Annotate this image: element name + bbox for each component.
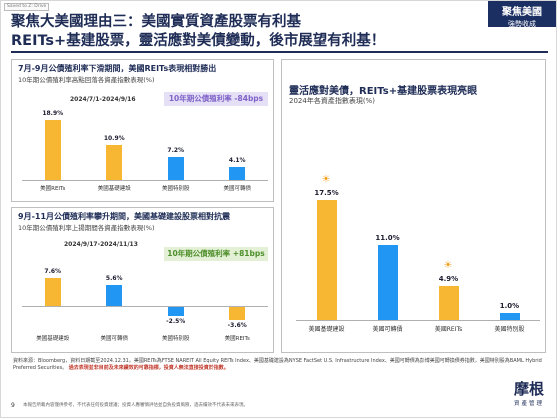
logo-mark: 摩根 — [513, 380, 544, 398]
title-divider — [11, 51, 548, 53]
chart-bar — [229, 307, 246, 321]
panel-title: 靈活應對美債，REITs+基建股票表現亮眼 — [289, 86, 478, 97]
page-title-line2: REITs+基建股票，靈活應對美債變動，後市展望有利基！ — [11, 33, 386, 49]
category-label: 美國REITs — [434, 326, 463, 333]
period-label: 2024/9/17-2024/11/13 — [64, 241, 138, 248]
chart-yield-falling: 18.9% 美國REITs 10.9% 美國基礎建設 7.2% 美國特別股 4.1% 美國可轉… — [12, 60, 275, 203]
chart-axis — [296, 320, 540, 321]
chart-bar — [316, 200, 337, 320]
panel-yield-falling: 7月-9月公債殖利率下滑期間，美國REITs表現相對勝出 10年期公債殖利率高點… — [11, 59, 274, 202]
source-note: 資料來源：Bloomberg，資料日期截至2024.12.31。美國REITs為… — [13, 358, 543, 372]
data-label: 7.6% — [44, 268, 62, 275]
panel-title: 9月-11月公債殖利率攀升期間，美國基礎建設股票相對抗震 — [18, 212, 231, 221]
theme-tag-line1: 聚焦美國 — [502, 7, 542, 18]
panel-subtitle: 10年期公債殖利率上揚期間各資產指數表現(%) — [18, 224, 155, 232]
data-label: 4.9% — [438, 275, 459, 284]
chart-bar — [167, 307, 184, 317]
chart-bar — [44, 278, 61, 306]
category-label: 美國特別股 — [161, 336, 190, 342]
category-label: 美國REITs — [40, 186, 66, 192]
chart-bar — [229, 166, 246, 180]
data-label: 10.9% — [103, 135, 125, 143]
panel-subtitle: 2024年各資產指數表現(%) — [289, 97, 375, 105]
category-label: 美國基礎建設 — [308, 326, 345, 333]
company-logo: 摩根 資產管理 — [514, 378, 544, 407]
category-label: 美國基礎建設 — [36, 336, 70, 342]
logo-subtitle: 資產管理 — [513, 401, 544, 407]
data-label: 5.6% — [105, 275, 123, 283]
category-label: 美國可轉債 — [223, 186, 251, 192]
chart-yield-rising: 7.6% 美國基礎建設 5.6% 美國可轉債 -2.5% 美國特別股 -3.6% 美國REIT… — [12, 208, 275, 354]
category-label: 美國可轉債 — [100, 336, 128, 342]
category-label: 美國特別股 — [161, 186, 190, 192]
sun-icon: ☀ — [321, 174, 331, 185]
chart-bar — [167, 157, 184, 180]
page-number: 9 — [11, 402, 15, 409]
disclaimer: 本報告所載內容僅供參考，不代表任何投資建議；投資人應審慎評估並自負投資風險，過去… — [23, 403, 248, 408]
theme-tag-line2: 強勢收成 — [508, 20, 536, 28]
category-label: 美國特別股 — [494, 326, 525, 333]
chart-bar — [106, 285, 123, 306]
saved-to-drive-tag[interactable]: Saved to Z: Drive — [4, 3, 50, 11]
panel-yield-rising: 9月-11月公債殖利率攀升期間，美國基礎建設股票相對抗震 10年期公債殖利率上揚… — [11, 207, 274, 353]
category-label: 美國REITs — [224, 336, 250, 342]
category-label: 美國基礎建設 — [97, 186, 131, 192]
sun-icon: ☀ — [443, 260, 453, 272]
chart-axis — [22, 306, 268, 307]
page-title-line1: 聚焦大美國理由三：美國實質資產股票有利基 — [11, 14, 301, 30]
data-label: 1.0% — [499, 302, 520, 311]
data-label: 18.9% — [42, 110, 64, 117]
chart-bar — [499, 313, 520, 320]
data-label: -2.5% — [166, 318, 186, 326]
period-label: 2024/7/1-2024/9/16 — [70, 96, 136, 103]
chart-bar — [106, 145, 123, 180]
panel-title: 7月-9月公債殖利率下滑期間，美國REITs表現相對勝出 — [18, 64, 217, 73]
theme-tag: 聚焦美國 強勢收成 — [488, 1, 556, 28]
data-label: 4.1% — [228, 156, 246, 164]
data-label: -3.6% — [227, 322, 247, 330]
panel-2024-performance: 靈活應對美債，REITs+基建股票表現亮眼 2024年各資產指數表現(%) 17… — [281, 59, 546, 353]
chart-2024-performance: 17.5% 美國基礎建設 ☀ 11.0% 美國可轉債 4.9% 美國REITs ☀ 1.0% 美國… — [282, 60, 547, 354]
yield-change-badge: 10年期公債殖利率 +81bps — [164, 247, 268, 261]
chart-bar — [377, 244, 398, 320]
category-label: 美國可轉債 — [372, 326, 403, 333]
panel-subtitle: 10年期公債殖利率高點回落各資產指數表現(%) — [18, 76, 155, 84]
chart-axis — [22, 180, 268, 181]
data-label: 7.2% — [167, 147, 185, 155]
data-label: 11.0% — [375, 233, 400, 242]
data-label: 17.5% — [314, 189, 339, 197]
source-warning: 過去表現並非目前及未來績效的可靠指標，投資人無法直接投資於指數。 — [68, 365, 229, 371]
chart-bar — [438, 286, 459, 320]
source-text: 資料來源：Bloomberg，資料日期截至2024.12.31。美國REITs為… — [13, 358, 542, 371]
chart-bar — [44, 120, 61, 180]
yield-change-badge: 10年期公債殖利率 -84bps — [164, 92, 268, 106]
